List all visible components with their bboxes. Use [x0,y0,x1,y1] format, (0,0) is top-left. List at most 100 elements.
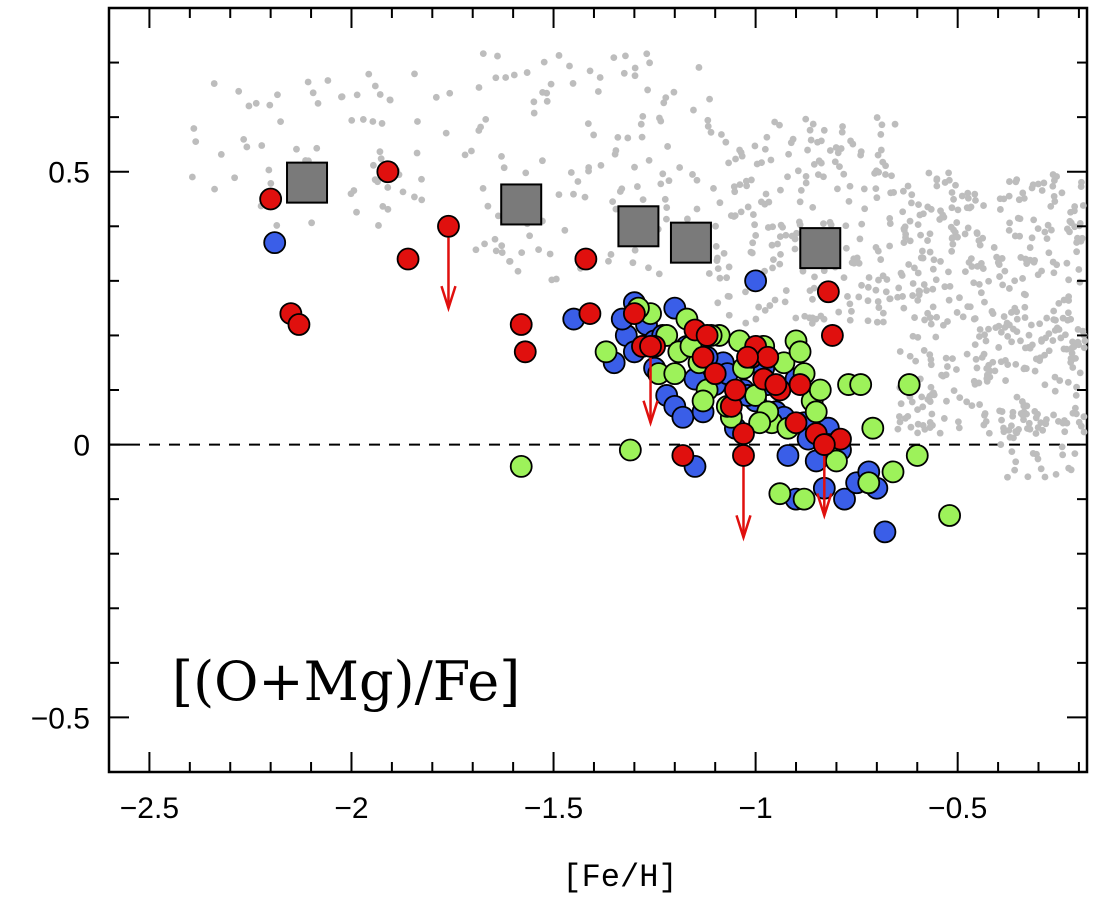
background-point [646,59,653,67]
background-point [274,91,281,99]
background-point [1011,232,1019,240]
background-point [806,126,814,134]
background-point [908,398,916,406]
sample-point [396,247,420,271]
y-tick-label: 0.5 [48,157,90,190]
background-point [581,193,589,201]
background-point [566,62,573,70]
background-point [1049,337,1057,344]
arrow-head [735,514,752,542]
background-point [749,211,757,218]
sample-point [509,454,533,478]
background-point [1019,275,1026,282]
background-point [1021,364,1028,372]
background-point [968,402,976,410]
background-point [548,276,556,284]
background-point [1065,293,1073,301]
background-point [1080,344,1088,352]
sample-point [671,405,695,429]
background-point [546,250,554,258]
background-point [596,74,604,81]
sample-point [376,160,400,184]
background-point [375,222,382,229]
background-point [637,120,645,128]
background-point [1052,470,1060,478]
background-point [1040,179,1048,187]
background-point [926,230,934,238]
sample-point [736,345,759,369]
background-point [1050,307,1058,315]
background-point [882,171,889,178]
background-point [547,80,555,88]
background-point [1049,171,1057,178]
background-point [886,215,894,222]
background-point [839,123,846,130]
background-point [690,106,697,114]
background-point [273,222,281,229]
x-tick-label: −2.5 [120,792,179,825]
background-point [211,185,218,193]
background-point [777,250,784,258]
background-point [1067,219,1075,227]
background-point [1031,367,1039,375]
background-point [980,202,987,209]
background-point [1015,196,1023,204]
background-point [919,403,927,411]
background-point [752,315,760,323]
background-point [1011,466,1019,474]
background-point [784,173,791,181]
sample-point [724,378,747,402]
x-tick-label: −1 [739,792,773,825]
background-point [1013,328,1021,335]
background-point [940,415,948,422]
sample-point [905,444,929,467]
background-point [1064,378,1072,386]
background-point [927,356,935,363]
background-point [826,147,834,154]
background-point [1065,276,1073,284]
background-point [827,221,835,229]
background-point [1067,354,1075,362]
background-point [792,314,800,322]
background-point [944,363,951,370]
background-point [802,172,810,180]
background-point [758,159,765,167]
background-point [1008,422,1015,430]
sample-point [756,345,780,369]
background-point [757,198,765,206]
background-point [1055,326,1063,333]
background-point [1050,269,1058,277]
background-point [888,172,895,180]
background-point [695,64,703,71]
background-point [376,148,384,156]
background-point [1071,207,1078,215]
background-point [921,316,928,324]
background-point [555,191,563,198]
background-point [539,157,546,165]
mean-squares [286,161,842,270]
upper-limit-arrow [732,444,755,542]
background-point [875,304,883,311]
background-point [468,147,475,155]
background-point [838,128,846,136]
background-point [399,188,407,196]
background-point [657,180,665,188]
sample-point [825,449,848,473]
background-point [837,145,845,152]
background-point [607,251,615,258]
background-point [908,191,916,199]
background-point [914,429,922,437]
background-point [374,178,381,186]
background-point [631,163,638,171]
background-point [875,276,882,284]
background-point [707,128,715,136]
background-point [877,131,885,138]
background-point [664,143,671,150]
background-point [655,270,663,278]
background-point [943,397,950,405]
background-point [804,146,811,154]
background-point [977,289,985,297]
sample-point [938,504,961,527]
background-point [932,333,940,341]
background-point [597,161,605,169]
